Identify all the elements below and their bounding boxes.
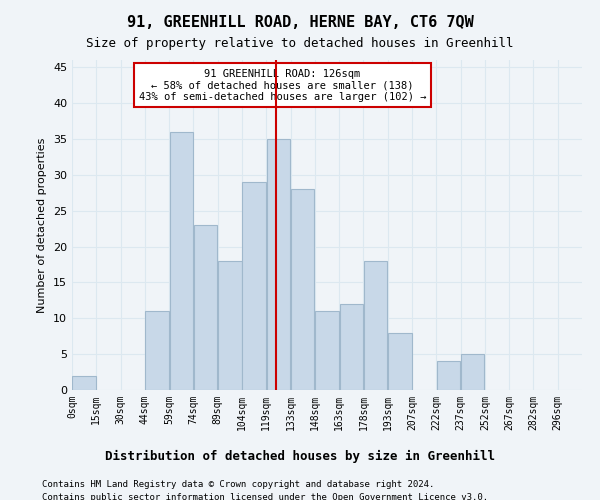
Bar bbox=[145, 311, 169, 390]
Bar bbox=[291, 189, 314, 390]
Bar bbox=[437, 362, 460, 390]
Text: Distribution of detached houses by size in Greenhill: Distribution of detached houses by size … bbox=[105, 450, 495, 463]
Bar bbox=[170, 132, 193, 390]
Bar bbox=[73, 376, 96, 390]
Text: 91, GREENHILL ROAD, HERNE BAY, CT6 7QW: 91, GREENHILL ROAD, HERNE BAY, CT6 7QW bbox=[127, 15, 473, 30]
Bar bbox=[242, 182, 266, 390]
Bar bbox=[315, 311, 339, 390]
Bar bbox=[218, 261, 242, 390]
Bar bbox=[340, 304, 363, 390]
Bar bbox=[266, 139, 290, 390]
Bar bbox=[388, 332, 412, 390]
Bar bbox=[194, 225, 217, 390]
Y-axis label: Number of detached properties: Number of detached properties bbox=[37, 138, 47, 312]
Bar bbox=[461, 354, 484, 390]
Text: 91 GREENHILL ROAD: 126sqm
← 58% of detached houses are smaller (138)
43% of semi: 91 GREENHILL ROAD: 126sqm ← 58% of detac… bbox=[139, 68, 426, 102]
Text: Contains HM Land Registry data © Crown copyright and database right 2024.: Contains HM Land Registry data © Crown c… bbox=[42, 480, 434, 489]
Text: Size of property relative to detached houses in Greenhill: Size of property relative to detached ho… bbox=[86, 38, 514, 51]
Text: Contains public sector information licensed under the Open Government Licence v3: Contains public sector information licen… bbox=[42, 492, 488, 500]
Bar bbox=[364, 261, 388, 390]
